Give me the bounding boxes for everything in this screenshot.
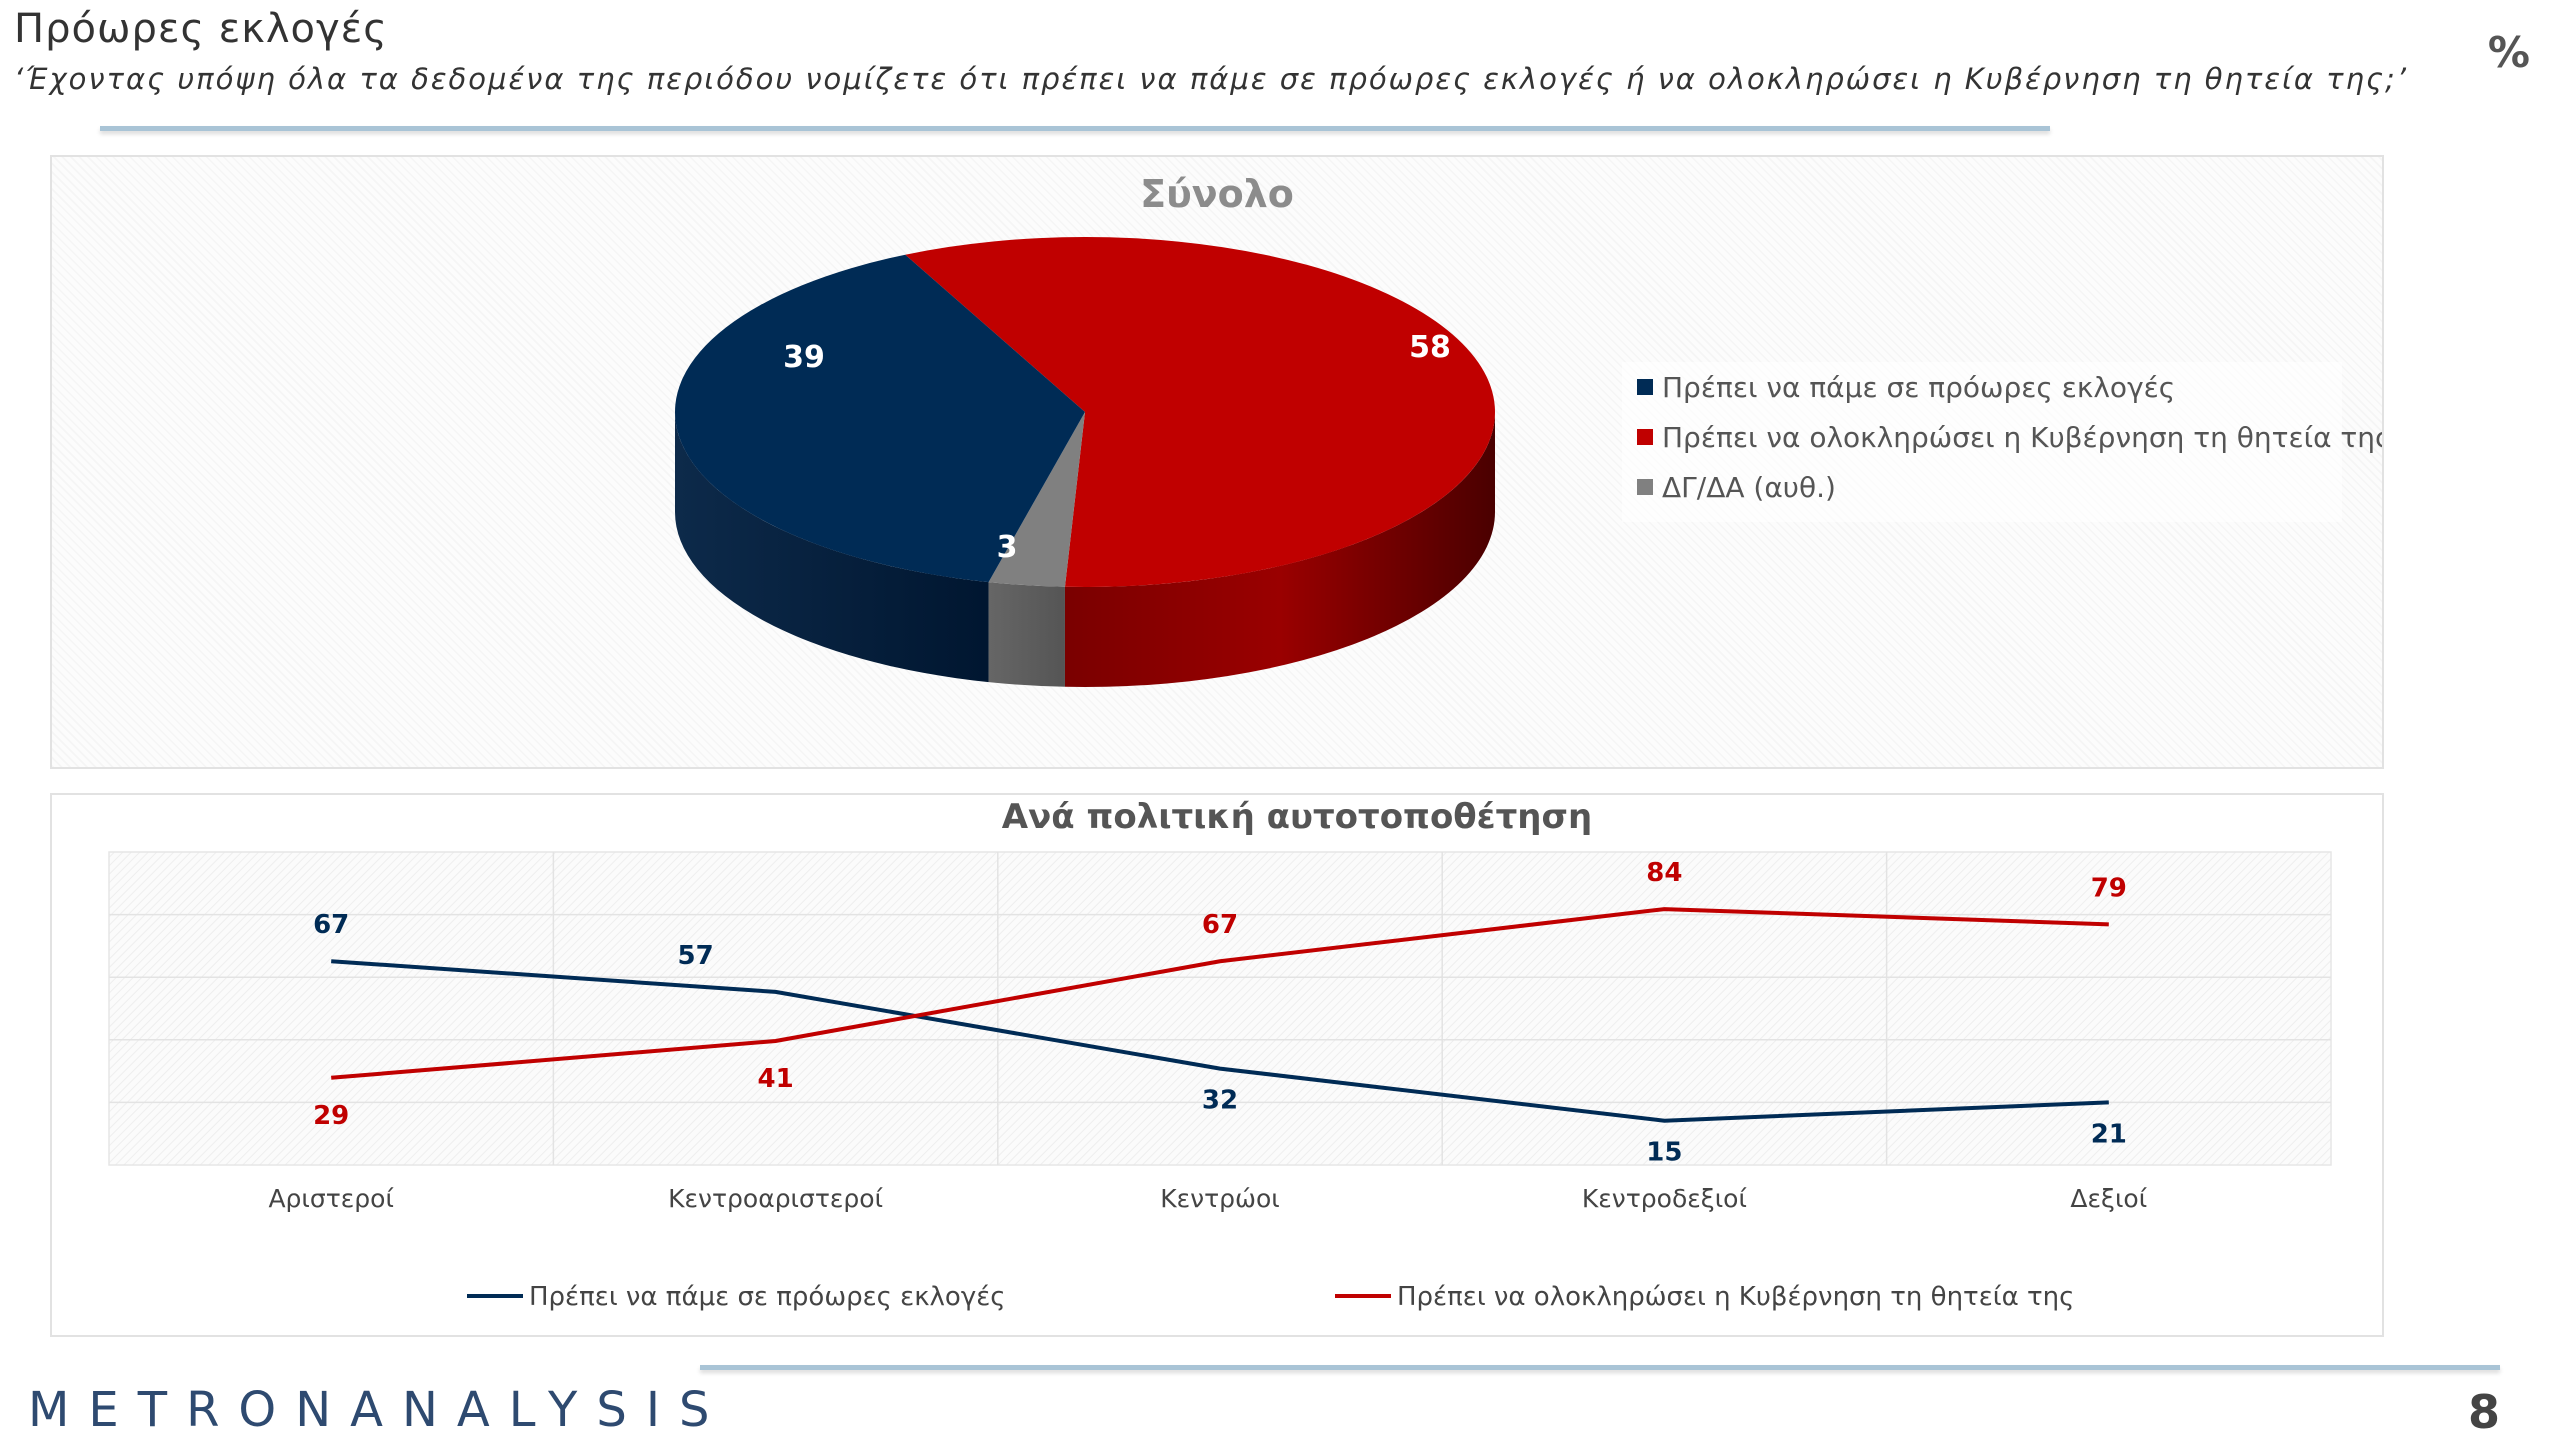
pie-legend: Πρέπει να πάμε σε πρόωρες εκλογές Πρέπει … [1637,371,2391,504]
data-label-navy: 21 [2091,1119,2127,1149]
line-chart-title: Ανά πολιτική αυτοτοποθέτηση [1002,797,1592,837]
line-legend: Πρέπει να πάμε σε πρόωρες εκλογές Πρέπει … [467,1282,2074,1312]
pie-legend-swatch-2 [1637,479,1653,495]
data-label-navy: 57 [678,941,714,971]
page-number: 8 [2467,1385,2500,1439]
x-tick-label: Αριστεροί [268,1184,394,1213]
page-title: Πρόωρες εκλογές [14,6,388,52]
series-line-0 [331,959,2109,1123]
data-label-red: 84 [1646,858,1682,888]
data-label-red: 29 [313,1101,349,1131]
pie-data-label-0: 39 [783,340,825,375]
unit-label: % [2487,28,2530,77]
pie-side-1 [1064,412,1495,687]
pie-data-label-2: 3 [997,530,1018,565]
question-subtitle: ‘Έχοντας υπόψη όλα τα δεδομένα της περιό… [14,62,2409,96]
data-label-red: 41 [758,1064,794,1094]
pie-legend-bg [1622,362,2342,522]
pie-side-2 [988,582,1065,687]
pie-slice-1 [905,237,1495,587]
x-tick-label: Κεντροδεξιοί [1582,1184,1748,1213]
x-tick-label: Δεξιοί [2070,1184,2147,1213]
data-label-navy: 32 [1202,1086,1238,1116]
data-label-red: 79 [2091,873,2127,903]
line-legend-label-0: Πρέπει να πάμε σε πρόωρες εκλογές [529,1282,1006,1312]
pie-chart-panel: Σύνολο 39 58 3 Πρέπει να πάμε σε πρόωρες ε… [50,155,2391,769]
pie-data-label-1: 58 [1409,330,1451,365]
pie-title: Σύνολο [1140,172,1294,216]
pie-slice-0 [675,254,1085,583]
x-tick-label: Κεντροαριστεροί [668,1184,883,1213]
data-label-navy: 67 [313,910,349,940]
pie-legend-swatch-0 [1637,379,1653,395]
pie-slice-2 [988,412,1085,587]
header-divider [100,126,2050,131]
data-label-navy: 15 [1646,1138,1682,1168]
data-label-red: 67 [1202,910,1238,940]
line-chart-panel: Ανά πολιτική αυτοτοποθέτηση 67 29 57 41 32 67… [50,793,2384,1337]
pie-legend-label-2: ΔΓ/ΔΑ (αυθ.) [1662,471,1836,504]
pie-legend-swatch-1 [1637,429,1653,445]
series-line-1 [331,907,2109,1080]
line-chart: Ανά πολιτική αυτοτοποθέτηση 67 29 57 41 32 67… [108,797,2332,1312]
plot-area [108,851,2332,1166]
pie-chart: Σύνολο 39 58 3 Πρέπει να πάμε σε πρόωρες ε… [675,172,2391,687]
pie-side-0 [675,412,989,683]
line-legend-label-1: Πρέπει να ολοκληρώσει η Κυβέρνηση τη θητ… [1397,1282,2074,1312]
x-tick-label: Κεντρώοι [1160,1184,1279,1213]
footer-divider [700,1365,2500,1370]
metron-analysis-logo: METRONANALYSIS [28,1382,729,1438]
pie-legend-label-0: Πρέπει να πάμε σε πρόωρες εκλογές [1662,371,2175,404]
pie-legend-label-1: Πρέπει να ολοκληρώσει η Κυβέρνηση τη θητ… [1662,421,2382,454]
